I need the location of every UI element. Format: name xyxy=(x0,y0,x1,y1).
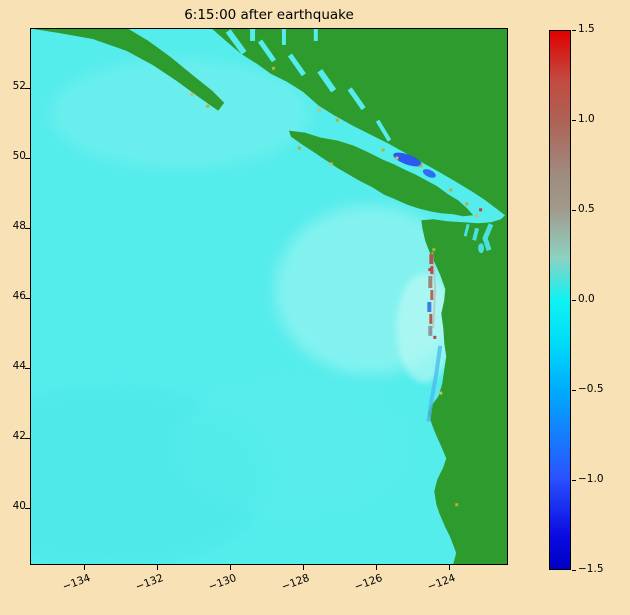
y-tick-mark xyxy=(25,368,30,369)
y-tick-mark xyxy=(25,508,30,509)
plot-title: 6:15:00 after earthquake xyxy=(184,7,354,23)
x-tick-mark xyxy=(84,565,85,570)
y-tick-mark xyxy=(25,158,30,159)
puget-inlet xyxy=(478,243,485,254)
coastal-wave-pixels xyxy=(427,254,434,336)
colorbar-tick-mark xyxy=(572,390,576,391)
x-tick-mark xyxy=(376,565,377,570)
x-tick-label: −124 xyxy=(425,572,458,594)
y-tick-label: 50 xyxy=(12,150,26,162)
colorbar xyxy=(549,30,571,570)
y-tick-label: 40 xyxy=(12,500,26,512)
y-tick-mark xyxy=(25,88,30,89)
colorbar-tick-mark xyxy=(572,300,576,301)
puget-sound-water xyxy=(463,223,494,251)
colorbar-tick-label: 0.5 xyxy=(578,203,595,215)
colorbar-tick-label: 0.0 xyxy=(578,293,595,305)
coast-notch xyxy=(250,29,256,41)
map-plot xyxy=(30,28,508,565)
y-tick-label: 42 xyxy=(12,430,26,442)
coast-notch xyxy=(281,29,286,45)
colorbar-tick-label: −0.5 xyxy=(578,383,604,395)
oregon-coast-blue-band xyxy=(426,345,443,422)
ocean-patch-mid xyxy=(170,377,410,518)
colorbar-tick-label: 1.0 xyxy=(578,113,595,125)
x-tick-label: −132 xyxy=(133,572,166,594)
map-svg xyxy=(31,29,507,564)
vancouver-island-land xyxy=(288,130,474,217)
colorbar-tick-mark xyxy=(572,570,576,571)
y-tick-label: 52 xyxy=(12,80,26,92)
colorbar-tick-mark xyxy=(572,120,576,121)
y-tick-label: 46 xyxy=(12,290,26,302)
x-tick-mark xyxy=(449,565,450,570)
coast-notch xyxy=(313,29,318,41)
y-tick-label: 48 xyxy=(12,220,26,232)
x-tick-label: −128 xyxy=(279,572,312,594)
y-tick-mark xyxy=(25,228,30,229)
colorbar-tick-label: 1.5 xyxy=(578,23,595,35)
y-tick-label: 44 xyxy=(12,360,26,372)
colorbar-tick-label: −1.0 xyxy=(578,473,604,485)
shoreline-speckles xyxy=(190,66,483,507)
y-tick-mark xyxy=(25,438,30,439)
y-tick-mark xyxy=(25,298,30,299)
colorbar-tick-mark xyxy=(572,210,576,211)
haida-gwaii-land xyxy=(32,29,225,111)
colorbar-tick-mark xyxy=(572,480,576,481)
x-tick-label: −130 xyxy=(206,572,239,594)
colorbar-tick-label: −1.5 xyxy=(578,563,604,575)
colorbar-tick-mark xyxy=(572,30,576,31)
fjord-inlets xyxy=(225,29,392,142)
georgia-strait-blue-patch xyxy=(393,152,422,167)
x-tick-mark xyxy=(230,565,231,570)
mainland-land xyxy=(212,29,507,564)
x-tick-label: −126 xyxy=(352,572,385,594)
x-tick-mark xyxy=(157,565,158,570)
x-tick-mark xyxy=(303,565,304,570)
x-tick-label: −134 xyxy=(60,572,93,594)
ocean-light-patch-north xyxy=(50,58,310,169)
georgia-strait-blue-patch-small xyxy=(422,169,436,178)
